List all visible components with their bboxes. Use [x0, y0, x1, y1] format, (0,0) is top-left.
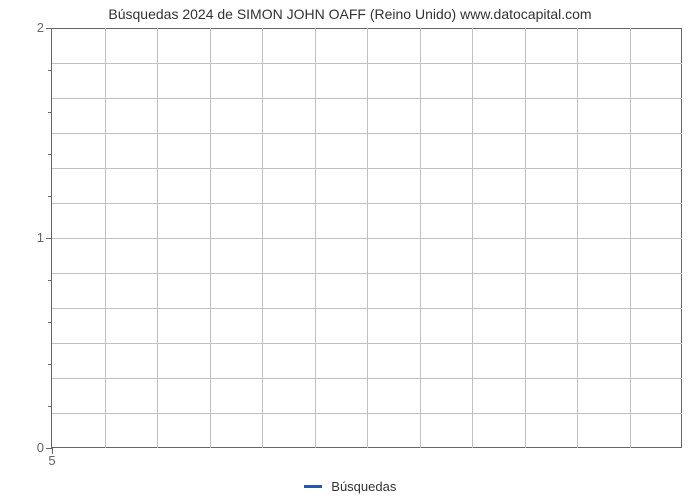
y-tick-major: [46, 28, 52, 29]
grid-v-line: [210, 28, 211, 448]
y-tick-minor: [48, 196, 52, 197]
y-tick-minor: [48, 154, 52, 155]
legend-line-icon: [304, 485, 322, 488]
grid-v-line: [315, 28, 316, 448]
y-tick-minor: [48, 364, 52, 365]
grid-v-line: [367, 28, 368, 448]
y-tick-label: 1: [30, 230, 44, 245]
grid-v-line: [105, 28, 106, 448]
grid-v-line: [472, 28, 473, 448]
grid-v-line: [262, 28, 263, 448]
legend: Búsquedas: [0, 478, 700, 494]
chart-title: Búsquedas 2024 de SIMON JOHN OAFF (Reino…: [0, 6, 700, 22]
y-tick-major: [46, 238, 52, 239]
grid-v-line: [577, 28, 578, 448]
y-tick-minor: [48, 280, 52, 281]
x-tick-label: 5: [42, 453, 62, 468]
grid-v-line: [630, 28, 631, 448]
grid-v-line: [157, 28, 158, 448]
y-tick-minor: [48, 406, 52, 407]
grid-v-line: [525, 28, 526, 448]
y-tick-minor: [48, 322, 52, 323]
y-tick-minor: [48, 70, 52, 71]
y-tick-minor: [48, 112, 52, 113]
chart-container: Búsquedas 2024 de SIMON JOHN OAFF (Reino…: [0, 0, 700, 500]
grid-v-line: [420, 28, 421, 448]
y-tick-label: 2: [30, 20, 44, 35]
legend-label: Búsquedas: [331, 479, 396, 494]
